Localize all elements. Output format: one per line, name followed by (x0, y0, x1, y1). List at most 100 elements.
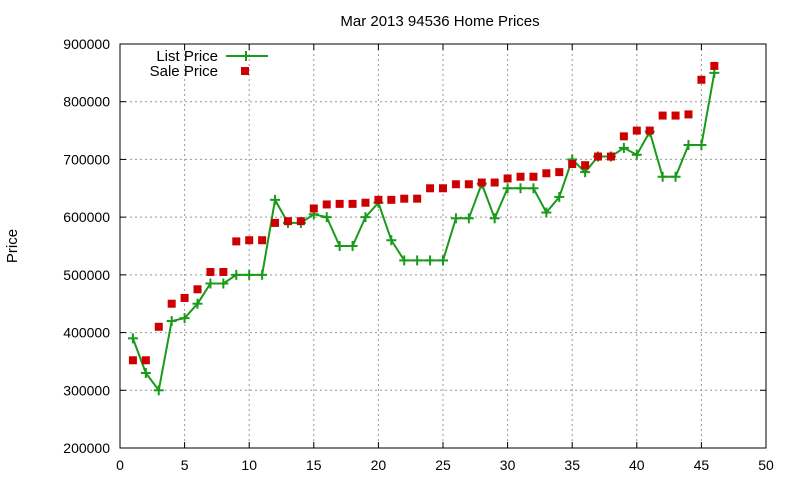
sale-price-point (141, 356, 150, 365)
x-axis: 0 5 10 15 20 25 30 35 40 45 50 (116, 44, 774, 473)
sale-price-point (335, 199, 344, 208)
y-tick-label: 800000 (63, 94, 110, 110)
list-price-point (412, 255, 423, 266)
legend: List Price Sale Price (150, 48, 268, 80)
y-tick-label: 700000 (63, 151, 110, 167)
series-list-price (127, 67, 720, 396)
sale-price-point (296, 217, 305, 226)
x-tick-label: 45 (694, 457, 710, 473)
sale-price-point (167, 299, 176, 308)
list-price-point (696, 140, 707, 150)
y-axis: 200000 300000 400000 500000 600000 700000 8000… (63, 36, 766, 456)
sale-price-point (154, 322, 163, 331)
x-tick-label: 25 (435, 457, 451, 473)
x-tick-label: 15 (306, 457, 322, 473)
list-price-point (140, 367, 151, 378)
legend-swatch-sale-price (241, 67, 249, 75)
list-price-point (541, 207, 552, 218)
list-price-point (192, 298, 203, 309)
list-price-point (489, 213, 500, 224)
list-price-point (438, 255, 448, 266)
list-price-point (386, 235, 397, 246)
sale-price-point (180, 293, 189, 302)
list-price-point (153, 385, 164, 396)
x-tick-label: 50 (758, 457, 774, 473)
x-tick-label: 5 (181, 457, 189, 473)
list-price-point (528, 183, 539, 194)
list-price-point (399, 255, 410, 266)
sale-price-point (619, 132, 628, 141)
sale-price-point (439, 184, 447, 193)
list-price-point (334, 241, 345, 251)
list-price-point (670, 171, 681, 182)
sale-price-point (374, 195, 383, 204)
legend-label-sale-price: Sale Price (150, 63, 218, 80)
sale-price-point (503, 174, 512, 183)
y-axis-label: Price (4, 229, 21, 263)
sale-price-point (529, 172, 538, 181)
list-price-point (127, 333, 138, 344)
legend-swatch-list-price (226, 51, 268, 61)
sale-price-point (219, 267, 228, 276)
sale-price-point (555, 168, 564, 177)
sale-price-point (400, 194, 409, 203)
list-price-point (218, 278, 229, 289)
sale-price-point (387, 195, 396, 204)
sale-price-point (271, 218, 280, 227)
sale-price-point (451, 180, 460, 189)
list-price-point (347, 241, 358, 251)
chart-title: Mar 2013 94536 Home Prices (340, 13, 539, 30)
sale-price-point (477, 178, 486, 187)
sale-price-point (606, 152, 615, 161)
sale-price-point (710, 61, 719, 70)
sale-price-point (245, 236, 254, 245)
list-price-point (425, 255, 436, 266)
sale-price-point (594, 152, 603, 161)
y-tick-label: 200000 (63, 440, 110, 456)
sale-price-point (413, 194, 422, 203)
x-tick-label: 30 (500, 457, 516, 473)
list-price-point (244, 269, 255, 280)
list-price-point (360, 212, 371, 223)
sale-price-point (258, 236, 267, 245)
sale-price-point (697, 75, 706, 84)
y-tick-label: 400000 (63, 325, 110, 341)
sale-price-point (232, 237, 241, 246)
list-price-point (683, 140, 694, 150)
sale-price-point (128, 356, 137, 365)
list-price-point (231, 269, 242, 280)
sale-price-point (283, 217, 292, 226)
sale-price-point (426, 184, 435, 193)
list-price-point (515, 183, 526, 194)
grid-lines (120, 44, 766, 448)
y-tick-label: 900000 (63, 36, 110, 52)
list-price-point (450, 213, 461, 224)
list-price-point (179, 313, 190, 324)
list-price-point (257, 269, 268, 280)
legend-label-list-price: List Price (156, 48, 218, 65)
sale-price-point (568, 160, 577, 169)
sale-price-point (581, 161, 590, 170)
sale-price-point (193, 285, 202, 294)
x-tick-label: 35 (564, 457, 580, 473)
sale-price-point (516, 172, 525, 181)
sale-price-point (542, 169, 551, 178)
sale-price-point (464, 180, 473, 189)
list-price-point (205, 278, 216, 289)
list-price-line (131, 72, 716, 393)
x-tick-label: 20 (371, 457, 387, 473)
list-price-point (657, 171, 668, 182)
sale-price-point (490, 178, 499, 187)
list-price-point (618, 142, 629, 153)
sale-price-point (684, 110, 693, 119)
list-price-point (554, 191, 565, 202)
x-tick-label: 10 (241, 457, 257, 473)
sale-price-point (322, 200, 331, 209)
sale-price-point (348, 199, 357, 208)
sale-price-point (671, 111, 680, 120)
y-tick-label: 300000 (63, 382, 110, 398)
sale-price-point (361, 198, 370, 207)
series-sale-price (128, 61, 719, 365)
sale-price-point (658, 111, 667, 120)
